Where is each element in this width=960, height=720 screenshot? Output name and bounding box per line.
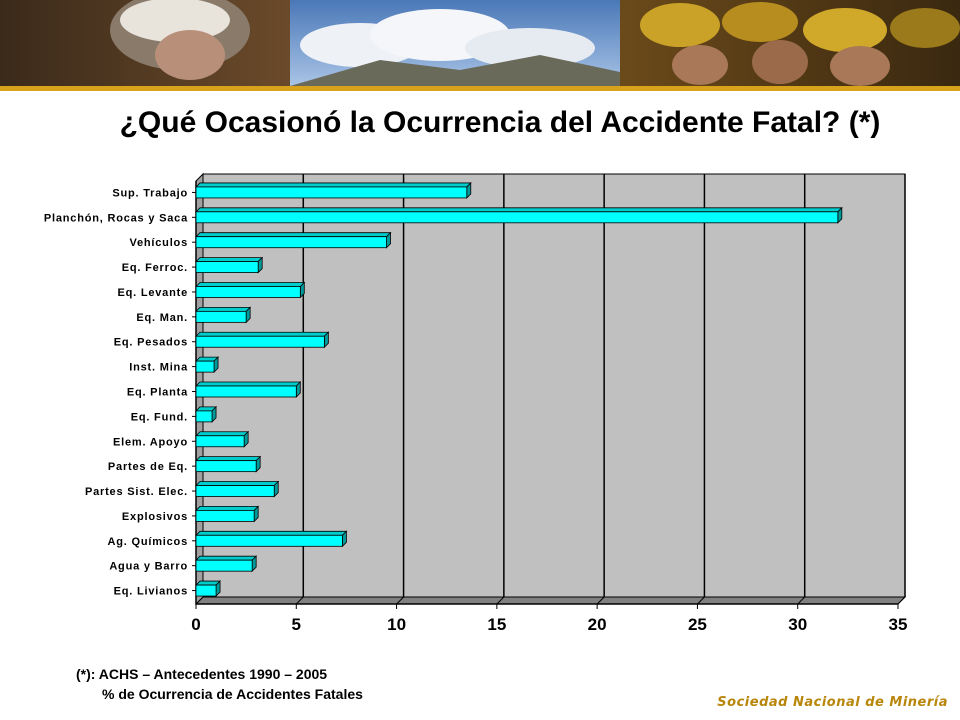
bar-top (195, 282, 306, 287)
bar (195, 584, 217, 597)
category-label: Eq. Pesados (114, 337, 188, 349)
category-label: Eq. Planta (127, 387, 188, 399)
bar-top (195, 331, 330, 337)
header-photo-collage (0, 0, 960, 86)
bar (195, 559, 253, 572)
x-gridline-floor (596, 596, 605, 605)
bar (195, 236, 387, 249)
category-label: Eq. Livianos (114, 586, 188, 598)
category-label: Eq. Ferroc. (122, 262, 188, 274)
x-gridline-floor (897, 596, 906, 605)
category-label: Planchón, Rocas y Saca (44, 212, 188, 224)
bar (195, 435, 245, 448)
bar (195, 286, 301, 298)
bar (195, 360, 215, 373)
bar-top (195, 257, 264, 262)
bar-top (195, 555, 258, 561)
bar-top (195, 506, 260, 511)
bar-top (195, 306, 252, 312)
x-gridline-floor (496, 596, 505, 605)
bar-top (195, 232, 392, 238)
x-tick-label: 0 (191, 615, 200, 634)
banner-accent-line (0, 86, 960, 91)
bar-top (195, 530, 348, 536)
footnote: (*): ACHS – Antecedentes 1990 – 2005 % d… (76, 664, 363, 704)
slide-title: ¿Qué Ocasionó la Ocurrencia del Accident… (119, 106, 881, 139)
bar-top (195, 456, 262, 462)
category-label: Elem. Apoyo (113, 436, 188, 448)
bar (195, 385, 297, 398)
footnote-source: (*): ACHS – Antecedentes 1990 – 2005 (76, 666, 328, 682)
category-label: Explosivos (122, 511, 188, 523)
category-label: Inst. Mina (129, 362, 188, 374)
bar-chart: 0 5 10 15 20 25 30 35 Sup. Trabajo Planchón, Roca… (44, 172, 908, 634)
category-label: Eq. Levante (117, 287, 188, 299)
bar-top (195, 431, 250, 437)
x-gridline-floor (797, 596, 806, 605)
x-tick-label: 5 (292, 615, 301, 634)
x-tick-label: 15 (487, 615, 506, 634)
bar (195, 460, 257, 473)
category-label: Partes Sist. Elec. (85, 486, 188, 498)
category-label: Agua y Barro (109, 561, 188, 573)
x-gridline-floor (396, 596, 404, 605)
x-gridline-floor (295, 596, 304, 605)
category-label: Ag. Químicos (108, 536, 189, 548)
bar (195, 211, 839, 224)
bar-top (195, 481, 280, 486)
bar (195, 261, 259, 273)
bar (195, 310, 247, 323)
x-tick-label: 25 (688, 615, 707, 634)
bar (195, 186, 468, 199)
organization-name: Sociedad Nacional de Minería (717, 695, 948, 710)
category-label: Partes de Eq. (108, 461, 188, 473)
category-label: Vehículos (129, 237, 188, 249)
bar (195, 485, 275, 497)
x-tick-label: 35 (889, 615, 908, 634)
bar (195, 534, 343, 547)
bar (195, 410, 213, 423)
bar (195, 335, 325, 348)
bar (195, 510, 255, 522)
header-banner (0, 0, 960, 86)
bar-top (195, 207, 843, 213)
category-label: Sup. Trabajo (112, 187, 188, 199)
x-gridline-floor (697, 596, 705, 605)
category-label: Eq. Man. (136, 312, 188, 324)
bar-top (195, 182, 472, 188)
footnote-measure: % de Ocurrencia de Accidentes Fatales (102, 686, 363, 702)
bar-top (195, 381, 302, 387)
x-tick-label: 20 (588, 615, 607, 634)
x-tick-label: 10 (387, 615, 406, 634)
category-label: Eq. Fund. (131, 411, 188, 423)
x-tick-label: 30 (788, 615, 807, 634)
